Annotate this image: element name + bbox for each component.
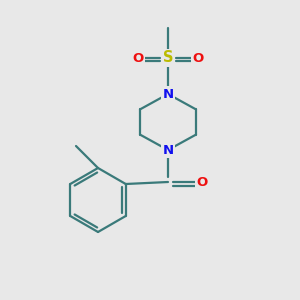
- Text: O: O: [196, 176, 208, 188]
- Text: N: N: [162, 88, 174, 100]
- Text: O: O: [192, 52, 204, 64]
- Text: O: O: [132, 52, 144, 64]
- Text: N: N: [162, 143, 174, 157]
- Text: S: S: [163, 50, 173, 65]
